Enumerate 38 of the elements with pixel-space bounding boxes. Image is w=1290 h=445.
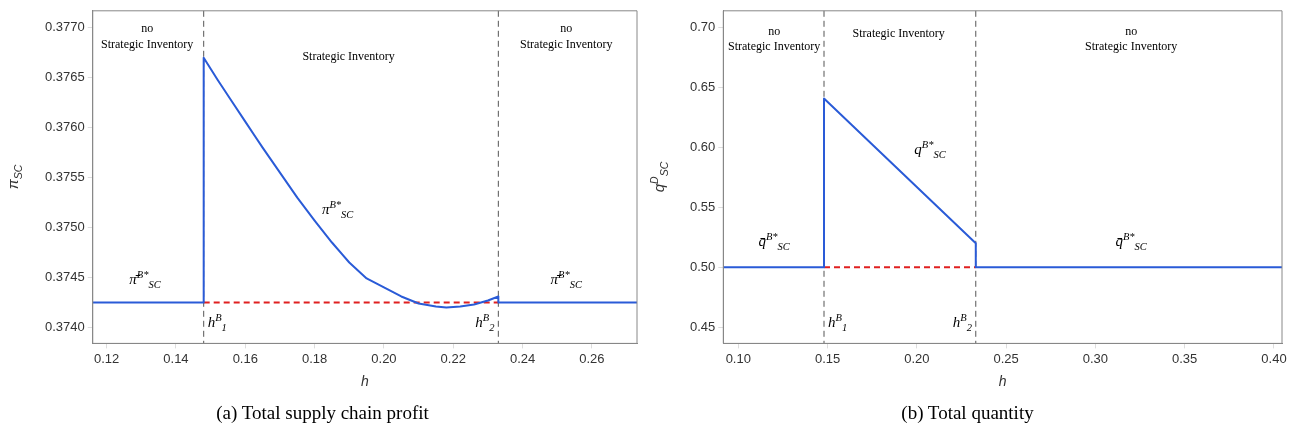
y-tick-label: 0.45: [689, 318, 716, 334]
x-tick-label: 0.16: [232, 350, 258, 366]
y-tick-label: 0.3760: [45, 119, 85, 135]
x-tick-label: 0.22: [440, 350, 466, 366]
x-tick-label: 0.12: [93, 350, 120, 366]
y-tick-label: 0.65: [689, 79, 716, 95]
x-tick-label: 0.24: [509, 350, 536, 366]
annotation: Strategic Inventory: [852, 26, 945, 42]
x-tick-label: 0.40: [1261, 350, 1287, 366]
x-tick-label: 0.26: [579, 350, 605, 366]
y-tick-label: 0.3750: [45, 219, 85, 235]
text: (b) Total quantity: [900, 402, 1035, 424]
y-tick-label: 0.3770: [45, 19, 85, 35]
x-tick-label: 0.15: [814, 350, 841, 366]
annotation: Strategic Inventory: [302, 49, 395, 66]
x-tick-label: 0.35: [1172, 350, 1198, 366]
y-tick-label: 0.3745: [45, 269, 85, 285]
x-tick-label: 0.14: [163, 350, 189, 366]
text: (a) Total supply chain profit: [215, 402, 430, 424]
y-tick-label: 0.60: [689, 139, 716, 155]
x-axis-title: h: [998, 373, 1007, 390]
x-tick-label: 0.10: [725, 350, 751, 366]
x-axis-title: h: [360, 373, 369, 390]
x-tick-label: 0.25: [993, 350, 1019, 366]
y-tick-label: 0.3765: [45, 69, 85, 85]
annotation: no Strategic Inventory: [727, 24, 821, 56]
y-tick-label: 0.3755: [45, 169, 85, 185]
y-tick-label: 0.3740: [45, 319, 85, 334]
annotation: no Strategic Inventory: [1084, 24, 1178, 56]
annotation: no Strategic Inventory: [101, 21, 194, 53]
y-tick-label: 0.70: [689, 19, 716, 35]
x-tick-label: 0.18: [301, 350, 328, 366]
x-tick-label: 0.20: [904, 350, 930, 366]
y-tick-label: 0.50: [689, 258, 716, 274]
annotation: no Strategic Inventory: [520, 21, 613, 53]
x-tick-label: 0.30: [1082, 350, 1109, 366]
x-tick-label: 0.20: [371, 350, 397, 366]
y-tick-label: 0.55: [689, 198, 716, 214]
